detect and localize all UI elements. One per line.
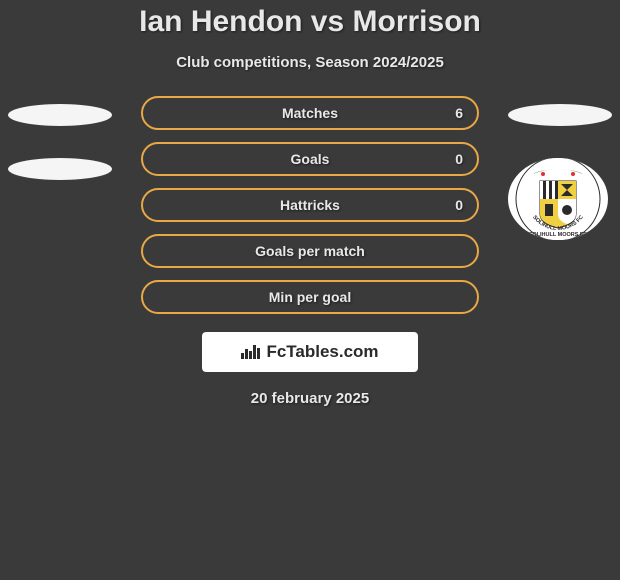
left-placeholder-ellipse (8, 104, 112, 126)
branding-box: FcTables.com (202, 332, 418, 372)
page-title: Ian Hendon vs Morrison (0, 5, 620, 39)
right-placeholder-ellipse (508, 104, 612, 126)
stat-row-min-per-goal: Min per goal (141, 280, 479, 314)
stats-area: SOLIHULL MOORS FC SOLIHULL MOORS FC Matc… (0, 96, 620, 407)
left-player-placeholders (8, 104, 112, 212)
left-placeholder-ellipse (8, 158, 112, 180)
stat-label: Matches (282, 105, 338, 121)
right-player-area: SOLIHULL MOORS FC SOLIHULL MOORS FC (508, 104, 612, 240)
branding-label: FcTables.com (266, 342, 378, 362)
stat-label: Hattricks (280, 197, 340, 213)
svg-text:SOLIHULL MOORS FC: SOLIHULL MOORS FC (529, 232, 588, 238)
stat-row-hattricks: Hattricks 0 (141, 188, 479, 222)
stat-value-right: 0 (455, 151, 463, 167)
stat-row-goals: Goals 0 (141, 142, 479, 176)
crest-icon: SOLIHULL MOORS FC SOLIHULL MOORS FC (515, 158, 601, 240)
date-text: 20 february 2025 (0, 390, 620, 407)
stat-value-right: 0 (455, 197, 463, 213)
subtitle: Club competitions, Season 2024/2025 (0, 54, 620, 71)
chart-icon (241, 345, 260, 359)
stat-label: Goals (291, 151, 330, 167)
stat-row-goals-per-match: Goals per match (141, 234, 479, 268)
team-crest: SOLIHULL MOORS FC SOLIHULL MOORS FC (508, 158, 608, 240)
stat-label: Min per goal (269, 289, 351, 305)
stat-label: Goals per match (255, 243, 365, 259)
branding-text: FcTables.com (241, 342, 378, 362)
stat-value-right: 6 (455, 105, 463, 121)
stat-row-matches: Matches 6 (141, 96, 479, 130)
